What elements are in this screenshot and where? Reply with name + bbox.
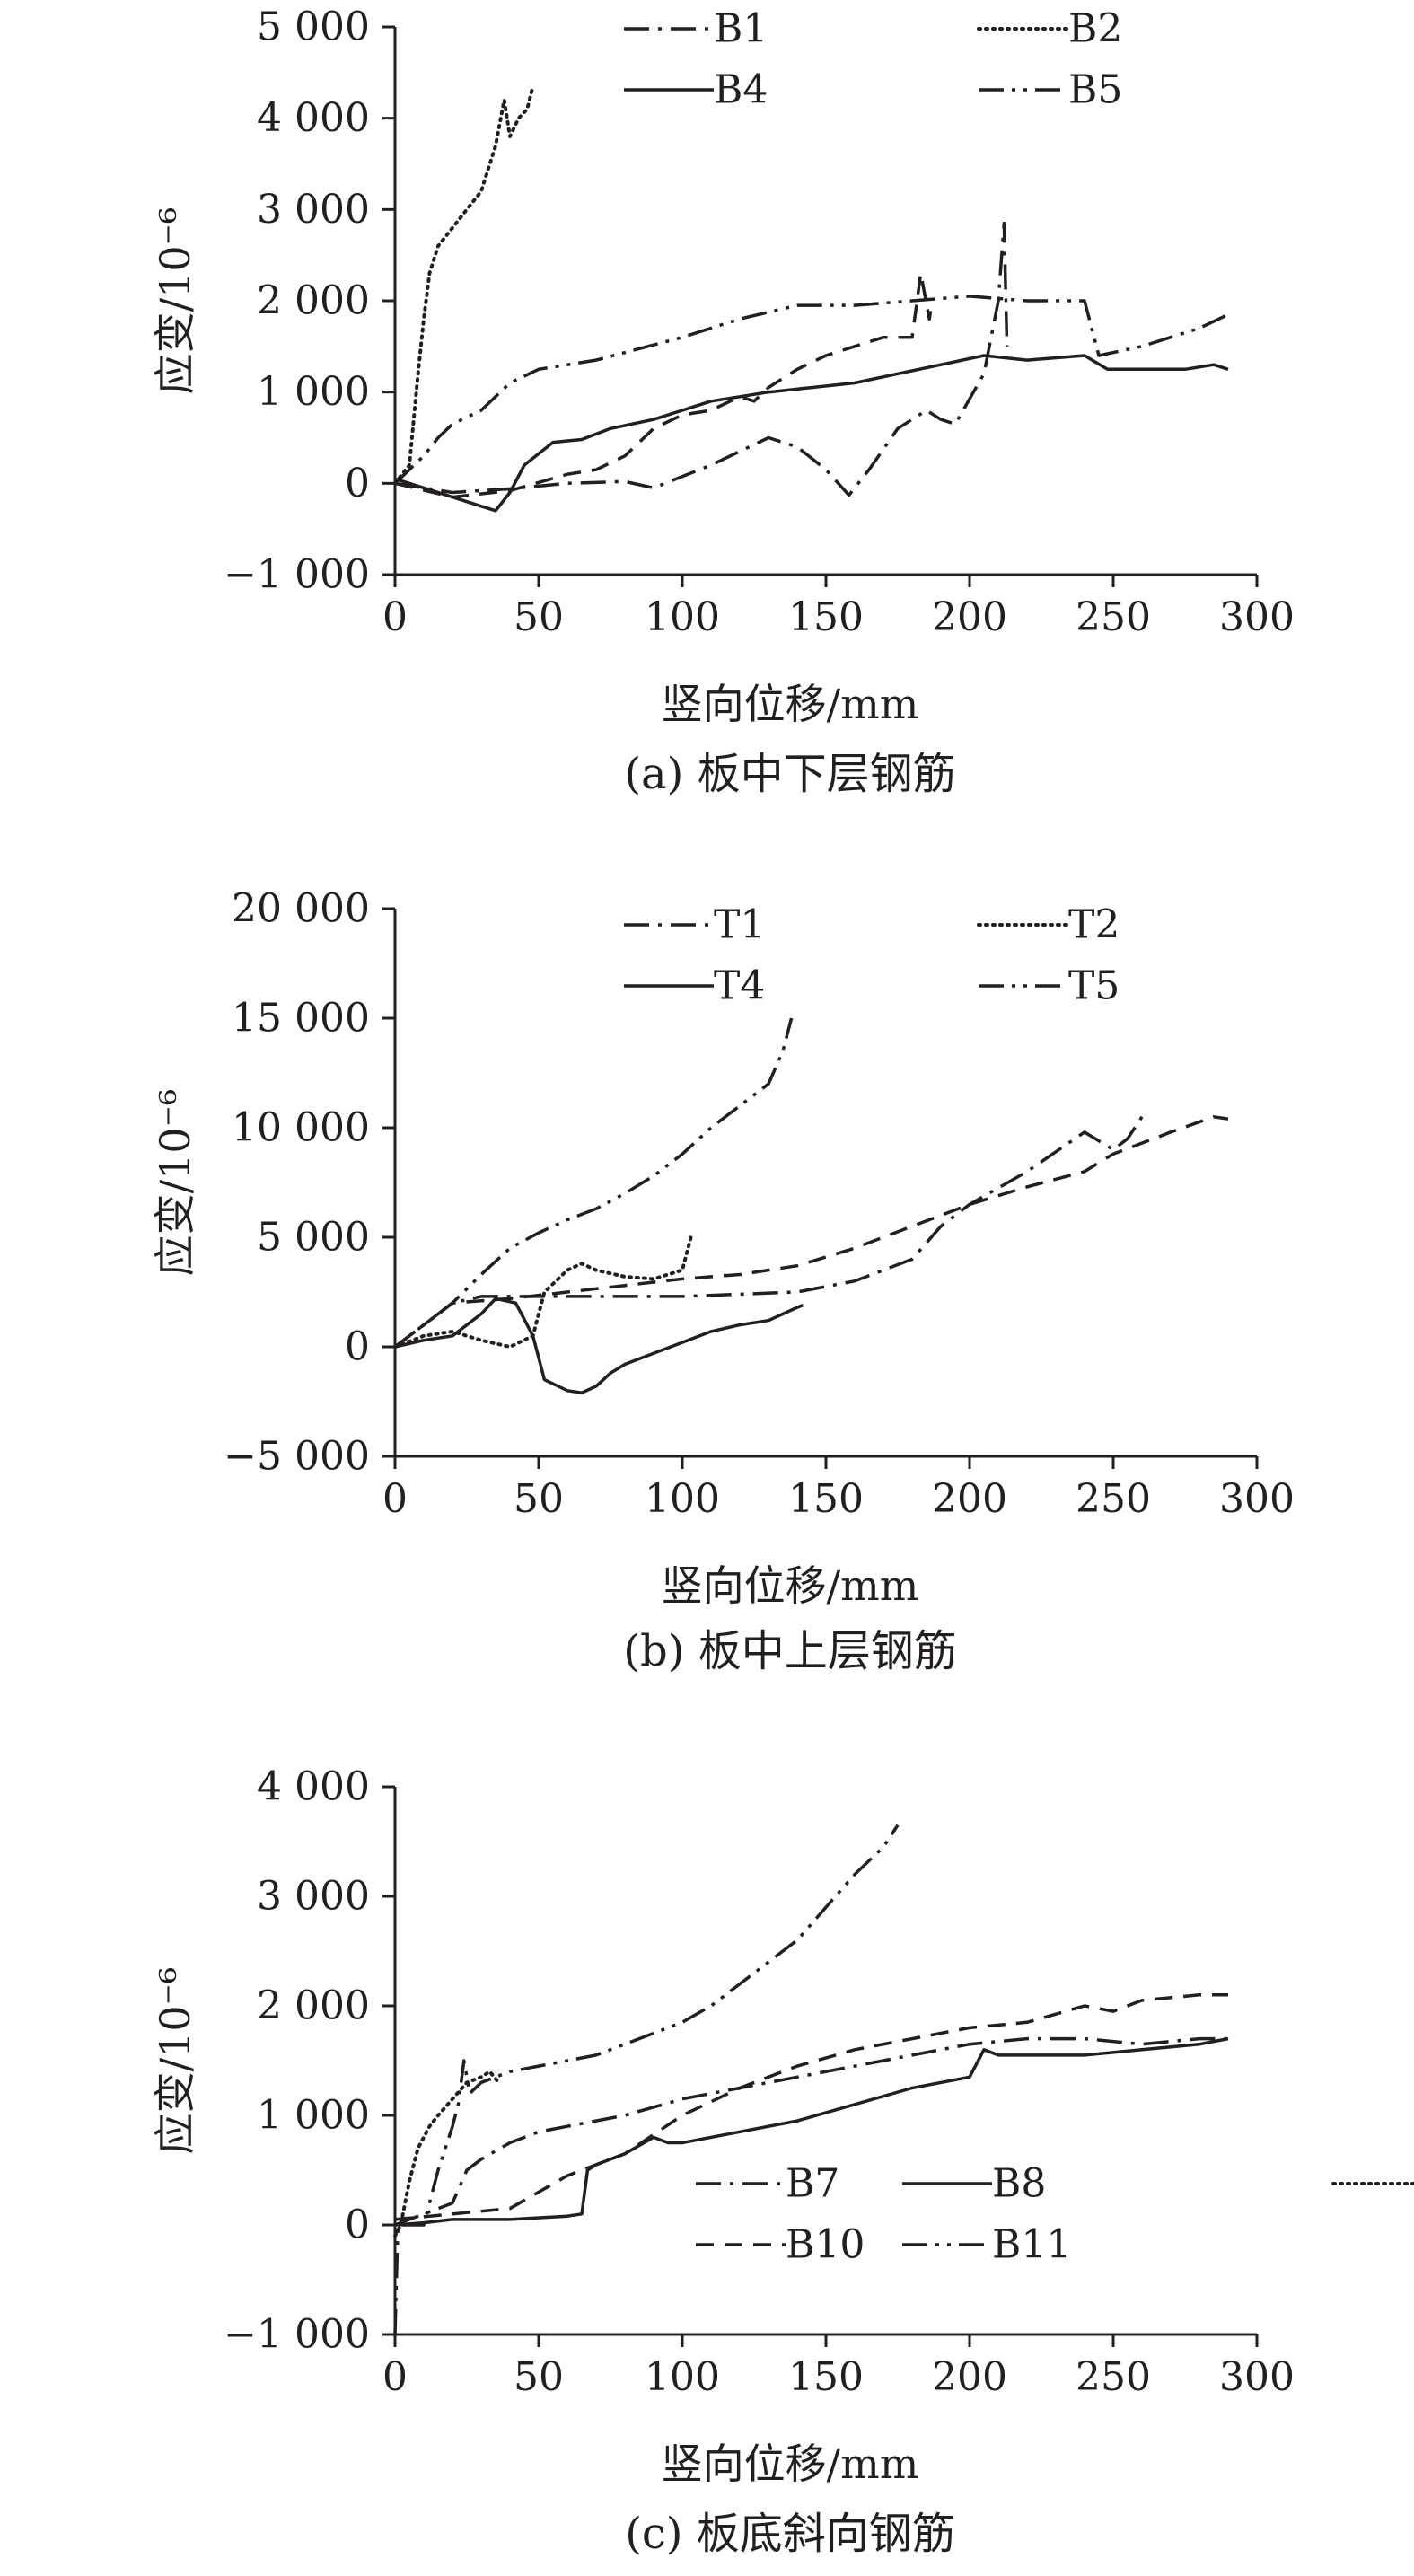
y-tick-label: 20 000 <box>232 886 370 932</box>
x-tick-label: 150 <box>788 2354 864 2400</box>
legend-label-t5: T5 <box>1068 963 1120 1009</box>
x-tick-label: 150 <box>788 1476 864 1522</box>
x-axis-title: 竖向位移/mm <box>662 1561 919 1610</box>
y-tick-label: 4 000 <box>257 95 370 141</box>
x-tick-label: 100 <box>645 2354 720 2400</box>
x-tick-label: 300 <box>1219 2354 1295 2400</box>
x-tick-label: 300 <box>1219 594 1295 640</box>
legend: B1B2B3B4B5 <box>624 6 1122 113</box>
y-tick-label: 15 000 <box>232 996 370 1042</box>
series-line-t4 <box>394 1297 804 1394</box>
y-tick-label: 0 <box>345 1324 370 1370</box>
x-tick-label: 200 <box>932 2354 1007 2400</box>
series-line-b9 <box>393 2070 501 2238</box>
x-tick-label: 50 <box>514 1476 564 1522</box>
series-line-b2 <box>393 84 535 486</box>
y-tick-label: 2 000 <box>257 278 370 324</box>
chart-panel-1: −1 000 0 1 000 2 000 3 000 4 000 5 000 0 50 100 15… <box>151 4 1295 800</box>
y-tick-label: 5 000 <box>257 1215 370 1261</box>
x-axis-title: 竖向位移/mm <box>662 2440 919 2488</box>
y-tick-label: 4 000 <box>257 1764 370 1810</box>
x-tick-label: 50 <box>514 2354 564 2400</box>
legend-label-b11: B11 <box>992 2222 1071 2268</box>
x-tick-label: 100 <box>645 594 720 640</box>
series-line-b11 <box>393 1824 900 2335</box>
legend-label-b10: B10 <box>786 2222 865 2268</box>
y-tick-label: 1 000 <box>257 369 370 415</box>
x-tick-label: 250 <box>1076 1476 1151 1522</box>
series-line-b3 <box>394 271 935 499</box>
series-line-t5 <box>393 1017 794 1349</box>
series-line-b10 <box>394 1993 1228 2221</box>
y-tick-label: 3 000 <box>257 187 370 233</box>
series-line-b8 <box>394 2036 1229 2227</box>
y-tick-label: 0 <box>345 2202 370 2248</box>
legend-label-t2: T2 <box>1068 902 1120 948</box>
panel-caption: (c) 板底斜向钢筋 <box>625 2509 955 2559</box>
y-axis-title: 应变/10⁻⁶ <box>151 207 199 395</box>
series-line-b1 <box>394 221 1009 497</box>
y-tick-label: −1 000 <box>224 552 370 598</box>
legend-label-b2: B2 <box>1068 6 1122 52</box>
legend: B7B8B9B10B11 <box>696 2161 1414 2268</box>
y-tick-label: −1 000 <box>224 2312 370 2358</box>
y-axis-title: 应变/10⁻⁶ <box>151 1967 199 2155</box>
chart-panel-3: −1 000 0 1 000 2 000 3 000 4 000 0 50 100 150 200 2… <box>151 1764 1414 2559</box>
x-tick-label: 200 <box>932 594 1007 640</box>
legend-label-b8: B8 <box>992 2161 1046 2207</box>
x-tick-label: 250 <box>1076 594 1151 640</box>
series-line-b7 <box>394 2036 1228 2227</box>
y-tick-label: 2 000 <box>257 1983 370 2029</box>
y-tick-label: 3 000 <box>257 1874 370 1920</box>
y-tick-label: 10 000 <box>232 1105 370 1151</box>
legend-label-b4: B4 <box>714 67 768 113</box>
legend: T1T2T3T4T5 <box>624 902 1120 1009</box>
y-tick-label: 1 000 <box>257 2093 370 2139</box>
series-line-t2 <box>393 1235 693 1349</box>
x-axis-title: 竖向位移/mm <box>662 680 919 728</box>
legend-label-b5: B5 <box>1068 67 1122 113</box>
series-line-b4 <box>394 354 1229 513</box>
y-tick-label: 5 000 <box>257 4 370 50</box>
x-tick-label: 250 <box>1076 2354 1151 2400</box>
y-tick-label: 0 <box>345 461 370 506</box>
legend-label-b1: B1 <box>714 6 768 52</box>
y-tick-label: −5 000 <box>224 1434 370 1480</box>
x-tick-label: 200 <box>932 1476 1007 1522</box>
y-axis-title: 应变/10⁻⁶ <box>151 1089 199 1277</box>
series-line-t3 <box>393 1115 1229 1349</box>
series-line-b5 <box>393 295 1229 485</box>
x-tick-label: 0 <box>382 594 408 640</box>
chart-panel-2: −5 000 0 5 000 10 000 15 000 20 000 0 50 100 150 2… <box>151 886 1295 1677</box>
legend-label-t4: T4 <box>714 963 765 1009</box>
x-tick-label: 300 <box>1219 1476 1295 1522</box>
x-tick-label: 0 <box>382 2354 408 2400</box>
series-line-t1 <box>393 1115 1144 1349</box>
x-tick-label: 150 <box>788 594 864 640</box>
legend-label-t1: T1 <box>714 902 765 948</box>
x-tick-label: 50 <box>514 594 564 640</box>
panel-caption: (a) 板中下层钢筋 <box>624 749 955 799</box>
x-tick-label: 0 <box>382 1476 408 1522</box>
legend-label-b7: B7 <box>786 2161 839 2207</box>
x-tick-label: 100 <box>645 1476 720 1522</box>
panel-caption: (b) 板中上层钢筋 <box>623 1626 956 1676</box>
